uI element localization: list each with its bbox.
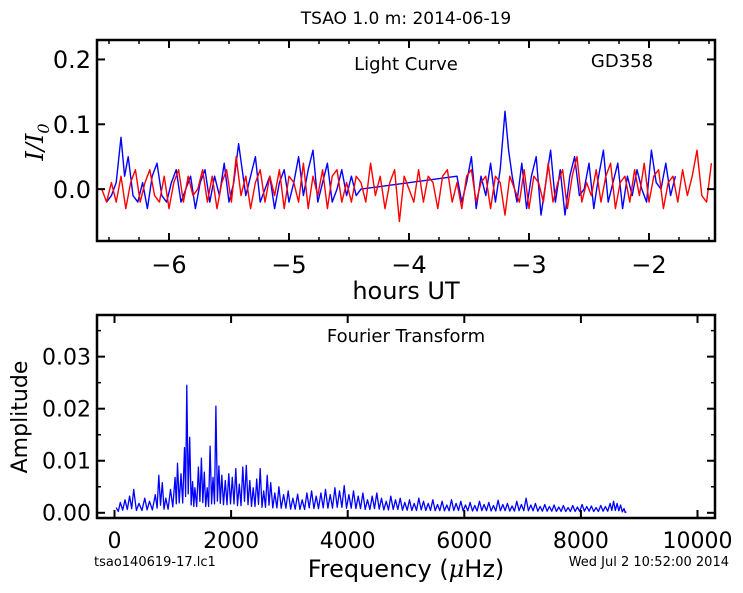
light-curve-red-line [101,149,713,223]
star-name-label: GD358 [591,51,653,72]
fourier-xtick-label: 2000 [203,529,259,554]
fourier-ticks: 0 2000 4000 6000 8000 10000 0.00 0.01 0.02 0.03 [42,315,733,554]
light-curve-frame [95,38,717,243]
light-curve-blue-line [106,110,677,216]
light-curve-ylabel: I/I0 [21,123,53,161]
light-curve-xtick-label: −4 [391,251,426,279]
light-curve-xtick-label: −5 [271,251,306,279]
light-curve-xtick-label: −6 [151,251,186,279]
svg-text:I/I0: I/I0 [21,123,53,161]
fourier-series [115,384,627,514]
light-curve-ytick-label: 0.2 [53,46,91,74]
light-curve-xtick-label: −3 [511,251,546,279]
ylabel-subscript: 0 [34,123,53,133]
light-curve-title: Light Curve [354,54,458,75]
fourier-ytick-label: 0.01 [42,450,91,475]
fourier-xtick-label: 8000 [553,529,609,554]
light-curve-ytick-label: 0.1 [53,111,91,139]
source-filename: tsao140619-17.lc1 [94,555,216,570]
fourier-ylabel: Amplitude [8,361,33,474]
fourier-xtick-label: 0 [107,529,121,554]
fourier-xlabel-mu: μ [449,555,465,583]
light-curve-series [101,110,713,223]
light-curve-xtick-label: −2 [631,251,666,279]
fourier-panel: 0 2000 4000 6000 8000 10000 0.00 0.01 0.02 0.03 F… [8,313,733,583]
figure-title: TSAO 1.0 m: 2014-06-19 [300,9,512,29]
generation-timestamp: Wed Jul 2 10:52:00 2014 [569,555,729,570]
ylabel-main: I/I [21,133,49,162]
fourier-ytick-label: 0.02 [42,398,91,423]
light-curve-panel: −6 −5 −4 −3 −2 0.0 0.1 0.2 Light Curve GD358 ho… [21,38,717,305]
fourier-xlabel-prefix: Frequency ( [308,555,449,583]
fourier-ytick-label: 0.03 [42,346,91,371]
fourier-xlabel: Frequency (μHz) [308,555,505,583]
fourier-amplitude-line [115,384,627,514]
light-curve-ytick-label: 0.0 [53,176,91,204]
fourier-xtick-label: 4000 [320,529,376,554]
fourier-xtick-label: 10000 [663,529,733,554]
fourier-xtick-label: 6000 [436,529,492,554]
fourier-ytick-label: 0.00 [42,502,91,527]
fourier-frame [95,313,717,520]
light-curve-ticks: −6 −5 −4 −3 −2 0.0 0.1 0.2 [53,40,715,279]
light-curve-xlabel: hours UT [352,277,460,305]
fourier-title: Fourier Transform [327,326,485,347]
fourier-xlabel-suffix: Hz) [464,555,504,583]
